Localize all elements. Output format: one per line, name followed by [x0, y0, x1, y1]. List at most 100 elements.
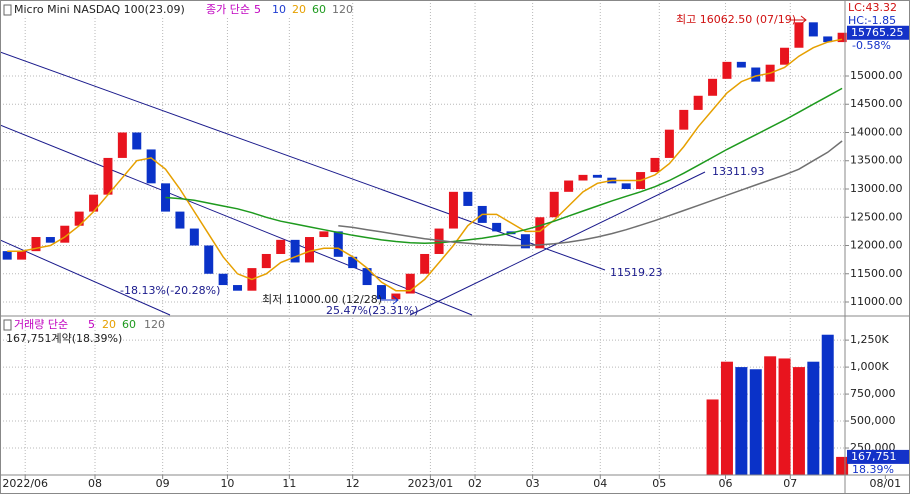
grid-layer: [0, 0, 845, 475]
annotation-arrow: [790, 15, 807, 25]
x-tick-label: 03: [526, 477, 540, 490]
candle: [17, 251, 27, 260]
x-tick-label: 04: [593, 477, 607, 490]
x-tick-label: 12: [346, 477, 360, 490]
y-tick-label: 1,000K: [850, 360, 889, 373]
volume-bar: [807, 361, 820, 475]
candle: [592, 174, 602, 178]
volume-bar: [764, 356, 777, 475]
legend-swatch: [3, 4, 12, 16]
y-tick-label: 500,000: [850, 414, 896, 427]
plot-layer: [2, 22, 849, 475]
legend-item: 5: [88, 318, 95, 331]
candle: [304, 237, 314, 263]
candle: [463, 191, 473, 206]
annotation: -18.13%(-20.28%): [120, 284, 220, 297]
candle: [189, 228, 199, 246]
legend-swatch: [3, 319, 12, 331]
candle: [434, 228, 444, 254]
candle: [664, 129, 674, 158]
legend-item: 20: [292, 3, 306, 16]
candle: [448, 191, 458, 229]
candle: [218, 273, 228, 286]
candle: [261, 253, 271, 269]
y-tick-label: 11000.00: [850, 295, 903, 308]
candle: [549, 191, 559, 218]
volume-info: 167,751계약(18.39%): [6, 331, 122, 345]
candle: [823, 36, 833, 43]
annotation: 최고 16062.50 (07/19): [676, 13, 796, 26]
trendline: [0, 124, 473, 316]
volume-bar: [778, 358, 791, 475]
candle: [492, 222, 502, 232]
candle: [233, 285, 243, 291]
candle: [290, 239, 300, 263]
candle: [578, 174, 588, 181]
volume-bar: [720, 361, 733, 475]
annotation-arrow: [380, 295, 399, 305]
y-tick-label: 13500.00: [850, 154, 903, 167]
x-tick-label: 05: [652, 477, 666, 490]
candle: [564, 180, 574, 192]
candle: [31, 237, 41, 252]
legend-item: 60: [122, 318, 136, 331]
x-tick-label: 09: [156, 477, 170, 490]
moving-average: [165, 87, 843, 244]
candle: [751, 67, 761, 82]
legend-item: 120: [144, 318, 165, 331]
legend-box: [2, 2, 332, 18]
last-volume-label: 167,751: [851, 450, 897, 463]
candle: [2, 251, 12, 260]
candle: [175, 211, 185, 229]
y-tick-label: 11500.00: [850, 267, 903, 280]
last-volume-box: [847, 449, 909, 464]
volume-bar: [821, 334, 834, 475]
x-tick-label: 08/01: [869, 477, 901, 490]
candle: [117, 132, 127, 158]
x-tick-label: 2022/06: [2, 477, 48, 490]
volume-bar: [735, 367, 748, 475]
candle: [74, 211, 84, 226]
candle: [376, 285, 386, 300]
candle: [132, 132, 142, 150]
candle: [693, 95, 703, 110]
candle: [650, 157, 660, 173]
volume-pct-label: 18.39%: [852, 463, 894, 476]
moving-average: [7, 38, 843, 292]
candle: [837, 32, 847, 43]
candle: [89, 194, 99, 212]
last-price-label: 15765.25: [851, 26, 904, 39]
x-tick-label: 07: [783, 477, 797, 490]
annotation: 최저 11000.00 (12/28): [262, 293, 382, 306]
candle: [391, 293, 401, 300]
legend-label: 종가 단순: [206, 3, 250, 16]
lc-label: LC:43.32: [848, 1, 897, 14]
annotation: 11519.23: [610, 266, 663, 279]
candle: [405, 273, 415, 294]
y-tick-label: 1,250K: [850, 333, 889, 346]
legend-item: 120: [332, 3, 353, 16]
candle: [60, 225, 70, 243]
candle: [780, 47, 790, 65]
legend-item: 20: [102, 318, 116, 331]
volume-bar: [706, 399, 719, 475]
candle: [276, 239, 286, 254]
candle: [535, 217, 545, 249]
candle: [319, 231, 329, 238]
candle: [204, 245, 214, 274]
x-tick-label: 06: [719, 477, 733, 490]
candle: [146, 149, 156, 184]
last-price-box: [847, 25, 909, 40]
volume-bar: [792, 367, 805, 475]
y-tick-label: 15000.00: [850, 69, 903, 82]
candle: [794, 22, 804, 48]
candle: [348, 256, 358, 269]
annotation: 13311.93: [712, 165, 765, 178]
change-label: -0.58%: [852, 39, 891, 52]
annotation: 25.47%(23.31%): [326, 304, 418, 317]
candle: [736, 61, 746, 68]
volume-bar: [749, 369, 762, 475]
